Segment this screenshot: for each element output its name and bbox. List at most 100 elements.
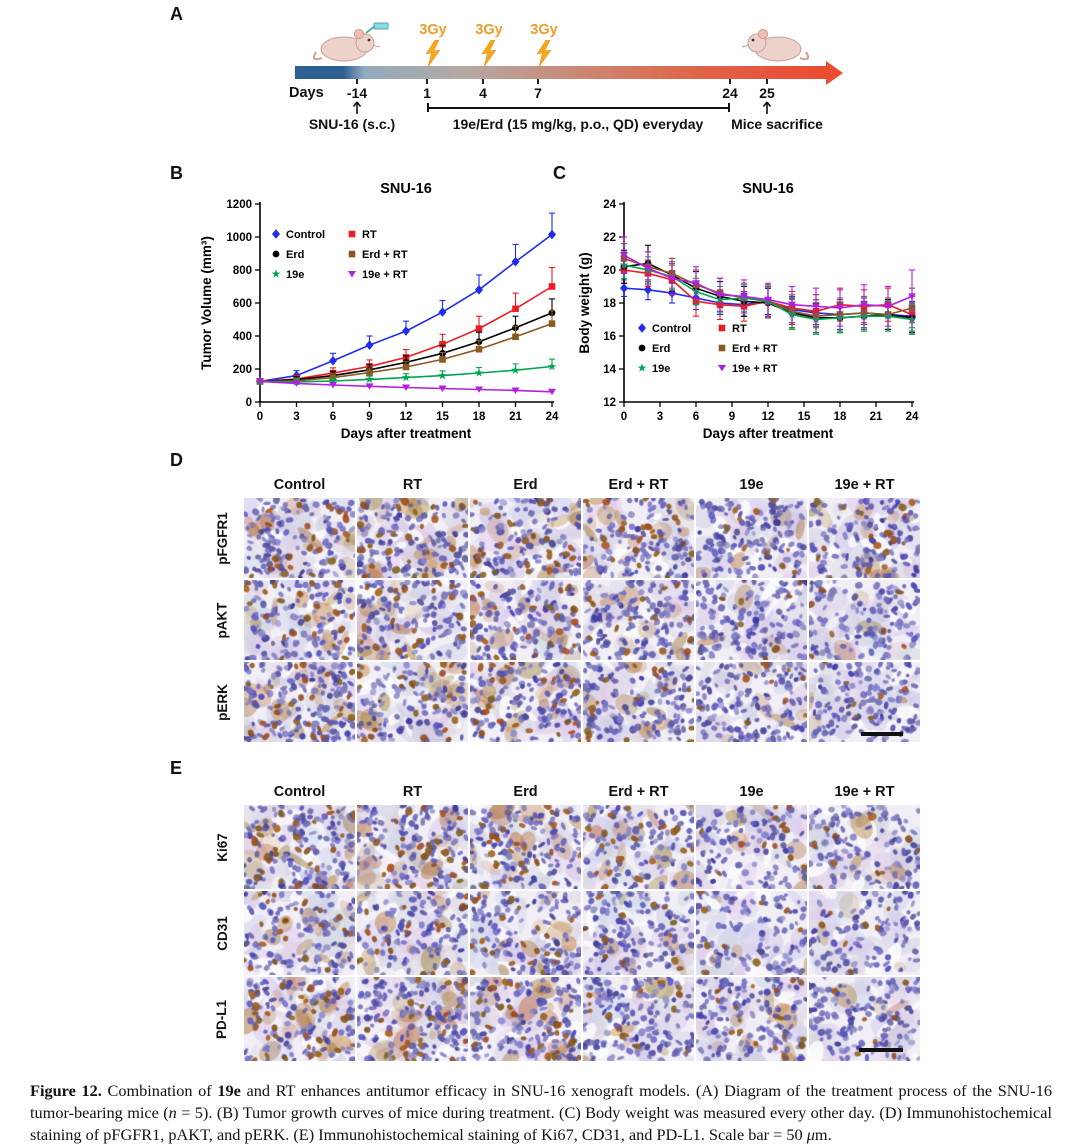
caption-segment: μ [806,1125,815,1144]
panel-a-label: A [170,4,183,24]
ihc-row: CD31 [202,891,920,975]
ihc-column-header: 19e [739,477,764,493]
ihc-column-header: Control [273,784,326,800]
day-tick-label: 4 [479,85,487,101]
lightning-bolt-icon [536,40,552,68]
svg-text:Erd: Erd [286,249,304,261]
panel-c-label: C [553,163,566,183]
caption-segment: and RT enhances antitumor efficacy in SN… [30,1081,1052,1122]
ihc-row-label: pAKT [214,602,230,638]
ihc-image-pFGFR1-RT [357,498,468,578]
ihc-image-pERK-Control [244,662,355,742]
ihc-image-pFGFR1-19e + RT [809,498,920,578]
ihc-column-header: Control [273,477,326,493]
ihc-row: Ki67 [202,805,920,889]
caption-segment: Combination of [107,1081,218,1100]
svg-text:Tumor Volume (mm³): Tumor Volume (mm³) [199,236,214,370]
day-tick-label: 24 [722,85,738,101]
svg-text:0: 0 [246,397,252,409]
ihc-image-PD-L1-Erd + RT [583,977,694,1061]
ihc-column-header: 19e [739,784,764,800]
caption-segment: 19e [217,1081,241,1100]
day-tick-label: 25 [759,85,775,101]
ihc-image-Ki67-RT [357,805,468,889]
up-arrow-icon [762,101,772,114]
radiation-dose-label: 3Gy [419,22,447,38]
svg-text:0: 0 [621,411,627,423]
injection-label: SNU-16 (s.c.) [308,116,396,132]
day-tick-label: -14 [346,85,368,101]
svg-text:800: 800 [233,265,252,277]
svg-text:SNU-16: SNU-16 [742,181,794,197]
svg-text:1000: 1000 [226,232,252,244]
ihc-row: pFGFR1 [202,498,920,578]
ihc-image-CD31-RT [357,891,468,975]
ihc-image-CD31-19e [696,891,807,975]
svg-text:0: 0 [257,411,263,423]
ihc-column-header: 19e + RT [834,784,895,800]
timeline-tick [729,79,731,84]
days-label: Days [289,85,324,101]
svg-text:18: 18 [603,298,616,310]
ihc-image-CD31-19e + RT [809,891,920,975]
svg-text:6: 6 [330,411,336,423]
svg-text:12: 12 [603,397,616,409]
radiation-dose-label: 3Gy [475,22,503,38]
lightning-bolt-icon [481,40,497,68]
ihc-image-pERK-RT [357,662,468,742]
scale-bar [861,732,903,736]
timeline-tick [356,79,358,84]
ihc-column-header: Erd [513,477,538,493]
treatment-label: 19e/Erd (15 mg/kg, p.o., QD) everyday [452,116,704,132]
svg-text:24: 24 [603,199,616,211]
ihc-image-pAKT-Erd + RT [583,580,694,660]
ihc-image-Ki67-Erd + RT [583,805,694,889]
panel-d-image-rows: pFGFR1 pAKT pERK [202,498,920,742]
ihc-image-CD31-Control [244,891,355,975]
ihc-image-pERK-19e + RT [809,662,920,742]
ihc-image-PD-L1-Erd [470,977,581,1061]
body-weight-chart: 0 3 6 9 12 15 18 21 24 12 14 16 18 20 22 24 SNU-16 Days a… [577,181,919,441]
mouse-icon [312,22,389,62]
radiation-dose-label: 3Gy [530,22,558,38]
svg-text:9: 9 [729,411,735,423]
timeline-tick [482,79,484,84]
svg-text:Erd + RT: Erd + RT [732,343,778,355]
ihc-image-CD31-Erd [470,891,581,975]
panel-e-ihc-grid: Control RT Erd Erd + RT 19e 19e + RT Ki67 CD31… [202,784,920,1061]
ihc-image-pFGFR1-Erd [470,498,581,578]
syringe-icon [365,22,389,34]
timeline-tick [766,79,768,84]
svg-text:19e + RT: 19e + RT [732,363,778,375]
svg-text:200: 200 [233,364,252,376]
scale-bar [859,1048,903,1052]
svg-text:Days after treatment: Days after treatment [703,426,834,441]
svg-text:Days after treatment: Days after treatment [341,426,472,441]
svg-text:Control: Control [652,323,691,335]
timeline-tick [537,79,539,84]
treatment-period-bracket [427,103,730,112]
ihc-image-Ki67-Control [244,805,355,889]
svg-text:Control: Control [286,229,325,241]
ihc-column-header: Erd + RT [608,477,669,493]
panel-e-column-headers: Control RT Erd Erd + RT 19e 19e + RT [244,784,920,800]
ihc-image-Ki67-19e [696,805,807,889]
panel-e-image-rows: Ki67 CD31 PD-L1 [202,805,920,1061]
svg-text:Erd: Erd [652,343,670,355]
mouse-icon [741,28,810,62]
ihc-image-pAKT-RT [357,580,468,660]
ihc-image-Ki67-Erd [470,805,581,889]
caption-segment: = 5). (B) Tumor growth curves of mice du… [30,1103,1052,1144]
svg-text:14: 14 [603,364,616,376]
sacrifice-label: Mice sacrifice [731,116,823,132]
ihc-image-pAKT-Erd [470,580,581,660]
ihc-image-pFGFR1-Erd + RT [583,498,694,578]
ihc-image-PD-L1-Control [244,977,355,1061]
svg-text:18: 18 [473,411,486,423]
svg-text:24: 24 [906,411,919,423]
lightning-bolt-icon [425,40,441,68]
ihc-row: pERK [202,662,920,742]
svg-text:3: 3 [293,411,299,423]
panel-e-label: E [170,758,183,778]
svg-text:20: 20 [603,265,616,277]
